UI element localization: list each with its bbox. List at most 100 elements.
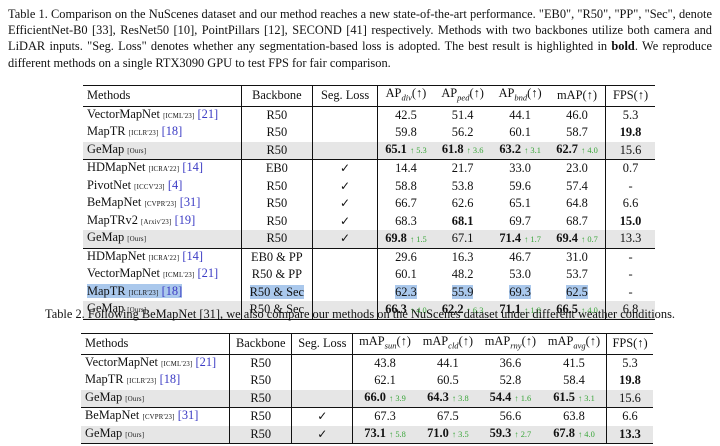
metric-cell-cld: 64.3 ↑ 3.8 (416, 389, 479, 408)
table-row: VectorMapNet [ICML'23] [21] R50 & PP 60.1 4… (83, 266, 655, 284)
backbone-cell: R50 & PP (241, 266, 314, 284)
table-row: MapTR [ICLR'23] [18] R50 59.8 56.2 60.1 58.7 1… (83, 124, 655, 142)
citation-link[interactable]: [31] (177, 408, 199, 423)
method-cell: MapTR [ICLR'23] [18] (83, 124, 242, 142)
citation-link[interactable]: [21] (197, 266, 219, 281)
table-row: VectorMapNet [ICML'23] [21] R50 42.5 51.4 44… (83, 106, 655, 125)
metric-cell-map: 62.5 (548, 283, 607, 302)
header-map-avg: mAPavg(↑) (541, 333, 608, 355)
method-name: BeMapNet (87, 195, 142, 210)
citation-link[interactable]: [21] (197, 106, 219, 121)
method-venue: [Ours] (127, 236, 147, 244)
method-cell: GeMap [Ours] (81, 425, 231, 444)
metric-cell-sun: 73.1 ↑ 5.8 (352, 425, 417, 444)
method-venue: [Ours] (125, 431, 145, 439)
metric-cell-ap_ped: 62.2 ↑ 6.3 (434, 301, 492, 320)
method-cell: GeMap [Ours] (83, 141, 242, 160)
metric-cell-ap_ped: 68.1 (451, 213, 474, 228)
metric-cell-ap_div: 66.3 ↑ 4.0 (377, 301, 435, 320)
citation-link[interactable]: [18] (161, 283, 183, 298)
method-venue: [ICRA'22] (148, 166, 180, 174)
citation-link[interactable]: [18] (161, 124, 183, 139)
header-ap-div: APdiv(↑) (385, 86, 427, 103)
metric-cell-ap_bnd: 71.1 ↑ 1.8 (491, 301, 549, 320)
backbone-cell: R50 & Sec (241, 301, 314, 320)
fps-cell: 6.6 (622, 196, 639, 211)
method-cell: GeMap [Ours] (83, 230, 242, 249)
backbone-cell: R50 & Sec (241, 283, 314, 302)
method-name: GeMap (85, 425, 123, 440)
metric-cell-ap_bnd: 46.7 (509, 249, 531, 264)
method-cell: MapTR [ICLR'23] [18] (81, 372, 231, 390)
fps-cell: - (628, 284, 633, 299)
improvement-badge: ↑ 3.1 (578, 394, 595, 404)
metric-cell-sun: 43.8 (374, 355, 396, 370)
seg-loss-cell: ✓ (312, 159, 378, 178)
method-cell: VectorMapNet [ICML'23] [21] (81, 354, 231, 373)
metric-cell-ap_div: 66.7 (395, 196, 417, 211)
metric-cell-ap_ped: 21.7 (451, 161, 474, 176)
citation-link[interactable]: [14] (182, 248, 203, 263)
metric-cell-ap_div: 60.1 (395, 267, 417, 282)
table-row: BeMapNet [CVPR'23] [31] R50 ✓ 66.7 62.6 65.1 6… (83, 195, 655, 213)
metric-cell-map: 57.4 (548, 177, 607, 196)
metric-cell-sun: 66.0 ↑ 3.9 (352, 389, 417, 408)
backbone-cell: R50 (241, 106, 314, 125)
header-fps: FPS(↑) (612, 336, 648, 351)
method-name: GeMap (87, 141, 125, 156)
header-map-sun: mAPsun(↑) (359, 334, 411, 351)
seg-loss-cell: ✓ (312, 195, 378, 213)
seg-loss-cell: ✓ (291, 407, 354, 426)
header-map: mAP(↑) (548, 85, 607, 107)
method-name: MapTR (85, 372, 124, 387)
seg-loss-cell: ✓ (291, 425, 354, 444)
metric-cell-ap_div: 62.3 (395, 284, 417, 299)
metric-cell-map: 66.5 ↑ 4.0 (548, 301, 607, 320)
citation-link[interactable]: [4] (167, 177, 183, 192)
table-row: PivotNet [ICCV'23] [4] R50 ✓ 58.8 53.8 59.6 57… (83, 177, 655, 196)
metric-cell-ap_div: 65.1 ↑ 5.3 (377, 141, 435, 160)
citation-link[interactable]: [31] (179, 195, 201, 210)
metric-cell-ap_ped: 62.6 (451, 196, 474, 211)
method-cell: VectorMapNet [ICML'23] [21] (83, 106, 242, 125)
method-cell: GeMap [Ours] (83, 301, 242, 320)
metric-cell-rny: 54.4 ↑ 1.6 (478, 389, 542, 408)
seg-loss-cell (291, 372, 354, 390)
metric-cell-map: 23.0 (548, 159, 607, 178)
backbone-cell: R50 (229, 372, 293, 390)
header-seg-loss: Seg. Loss (291, 333, 354, 355)
fps-cell: 13.3 (605, 230, 655, 249)
method-name: HDMapNet (87, 248, 146, 263)
seg-loss-cell (312, 141, 378, 160)
metric-cell-ap_bnd: 69.3 (509, 284, 531, 299)
citation-link[interactable]: [14] (182, 160, 203, 175)
method-venue: [Arxiv'23] (141, 218, 172, 226)
metric-cell-ap_bnd: 71.4 ↑ 1.7 (491, 230, 549, 249)
method-cell: HDMapNet [ICRA'22] [14] (83, 159, 242, 178)
citation-link[interactable]: [19] (174, 212, 196, 227)
table1-caption: Table 1. Comparison on the NuScenes data… (8, 7, 713, 70)
metric-cell-ap_ped: 67.1 (434, 230, 492, 249)
improvement-badge: ↑ 5.3 (409, 146, 427, 156)
metric-cell-ap_ped: 61.8 ↑ 3.6 (434, 141, 492, 160)
seg-loss-cell (312, 266, 378, 284)
improvement-badge: ↑ 2.7 (514, 430, 532, 440)
metric-cell-cld: 71.0 ↑ 3.5 (416, 425, 479, 444)
metric-cell-ap_div: 68.3 (395, 213, 417, 228)
improvement-badge: ↑ 3.5 (451, 430, 469, 440)
table1: Methods Backbone Seg. Loss APdiv(↑) APpe… (83, 85, 655, 320)
improvement-badge: ↑ 4.0 (409, 305, 427, 315)
fps-cell: 15.6 (606, 389, 653, 408)
metric-cell-ap_ped: 53.8 (451, 178, 474, 193)
citation-link[interactable]: [21] (195, 354, 217, 369)
method-venue: [ICRA'22] (148, 254, 180, 262)
method-cell: BeMapNet [CVPR'23] [31] (81, 407, 231, 426)
method-cell: HDMapNet [ICRA'22] [14] (83, 248, 242, 267)
table-row: GeMap [Ours] R50 65.1 ↑ 5.3 61.8 ↑ 3.6 63.2 … (83, 141, 655, 160)
citation-link[interactable]: [18] (159, 372, 181, 387)
backbone-cell: EB0 (241, 159, 314, 178)
metric-cell-ap_bnd: 59.6 (509, 178, 531, 193)
seg-loss-cell (312, 106, 378, 125)
backbone-cell: R50 (229, 407, 293, 426)
table-row: GeMap [Ours] R50 ✓ 73.1 ↑ 5.8 71.0 ↑ 3.5 59.3… (81, 425, 653, 444)
